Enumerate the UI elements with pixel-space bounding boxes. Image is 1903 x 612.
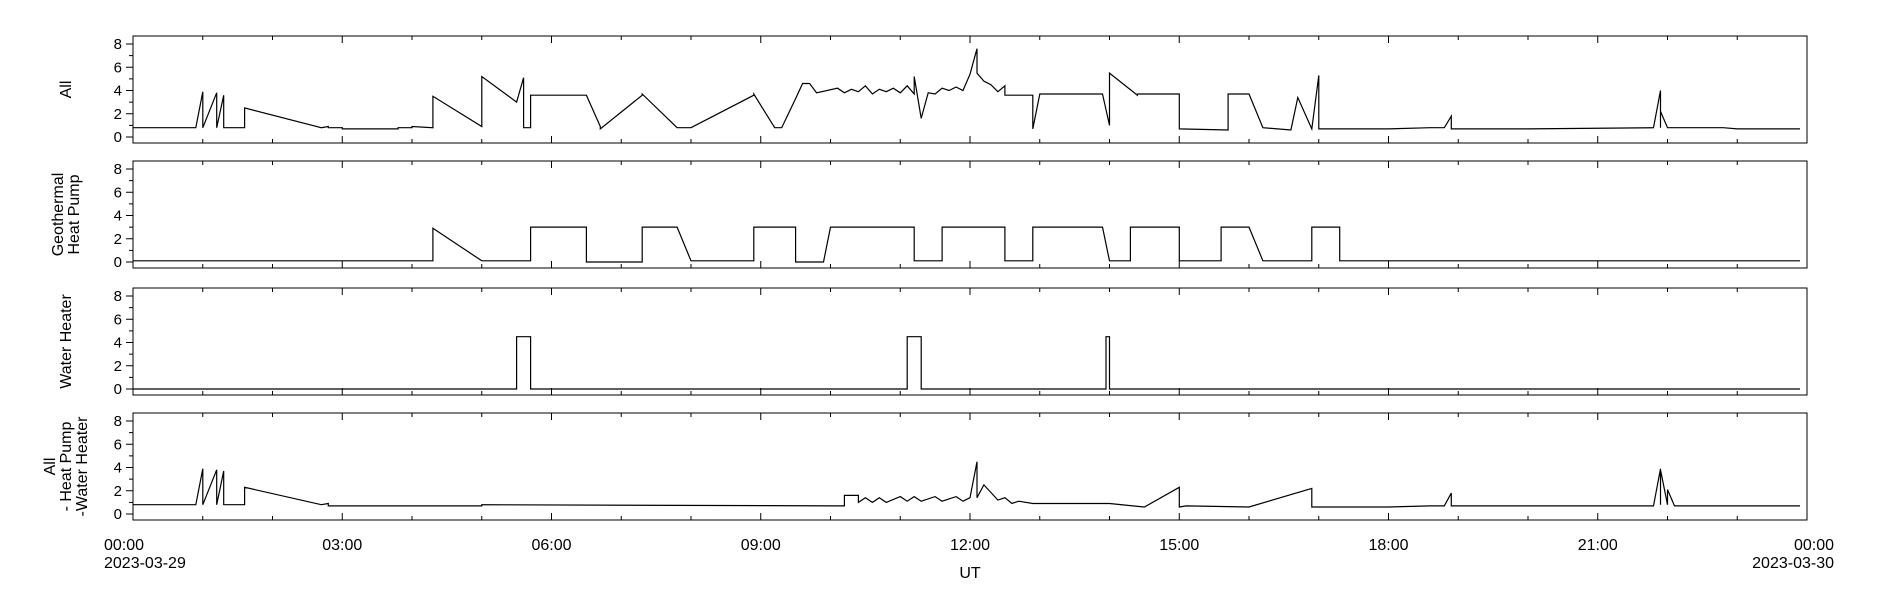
y-tick-label: 8 (114, 413, 122, 430)
panel-frame (132, 160, 1808, 269)
panel-frame (132, 412, 1808, 521)
y-tick-label: 6 (114, 311, 122, 328)
y-axis-label: All (58, 81, 75, 99)
y-tick-label: 0 (114, 506, 122, 523)
x-axis-label: UT (959, 565, 981, 582)
x-tick-label: 09:00 (741, 537, 781, 554)
x-tick-date-label: 2023-03-30 (1752, 555, 1834, 572)
x-tick-label: 15:00 (1159, 537, 1199, 554)
x-tick-label: 21:00 (1578, 537, 1618, 554)
data-series-line (133, 461, 1800, 508)
x-tick-label: 00:00 (1794, 537, 1834, 554)
y-tick-label: 2 (114, 231, 122, 248)
y-tick-label: 2 (114, 483, 122, 500)
x-tick-date-label: 2023-03-29 (104, 555, 186, 572)
y-tick-label: 8 (114, 288, 122, 305)
y-axis-label: Water Heater (58, 294, 75, 389)
y-tick-label: 0 (114, 129, 122, 146)
data-series-line (133, 336, 1800, 390)
panel-frame (132, 287, 1808, 396)
y-tick-label: 0 (114, 381, 122, 398)
panel-frame (132, 35, 1808, 144)
y-axis-label: GeothermalHeat Pump (50, 173, 83, 257)
x-tick-label: 00:00 (104, 537, 144, 554)
y-tick-label: 8 (114, 36, 122, 53)
x-tick-label: 03:00 (322, 537, 362, 554)
data-series-line (133, 226, 1800, 263)
y-tick-label: 2 (114, 358, 122, 375)
y-tick-label: 6 (114, 184, 122, 201)
x-tick-label: 06:00 (531, 537, 571, 554)
data-series-line (133, 48, 1800, 132)
y-tick-label: 6 (114, 436, 122, 453)
y-tick-label: 4 (114, 83, 122, 100)
y-tick-label: 4 (114, 335, 122, 352)
y-tick-label: 4 (114, 208, 122, 225)
y-tick-label: 4 (114, 460, 122, 477)
y-tick-label: 6 (114, 59, 122, 76)
x-tick-label: 12:00 (950, 537, 990, 554)
y-axis-label: All- Heat Pump-Water Heater (42, 416, 91, 517)
x-tick-label: 18:00 (1368, 537, 1408, 554)
y-tick-label: 0 (114, 254, 122, 271)
y-tick-label: 8 (114, 161, 122, 178)
y-tick-label: 2 (114, 106, 122, 123)
